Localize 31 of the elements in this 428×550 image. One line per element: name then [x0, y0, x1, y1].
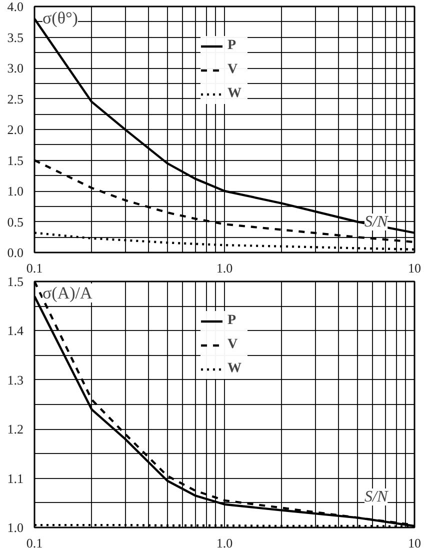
legend-label: W — [228, 86, 242, 102]
x-tick-label: 0.1 — [26, 260, 43, 276]
y-axis-title: σ(θ°) — [42, 8, 78, 28]
y-tick-label: 1.1 — [7, 470, 24, 486]
x-axis-title: S/N — [364, 214, 389, 230]
legend-label: V — [228, 337, 239, 353]
y-tick-label: 1.0 — [7, 184, 24, 198]
y-tick-label: 1.0 — [7, 520, 24, 535]
x-tick-label: 1.0 — [216, 536, 233, 550]
x-tick-label: 1.0 — [216, 260, 233, 276]
x-axis-title: S/N — [364, 488, 389, 506]
legend-label: P — [228, 38, 238, 54]
y-axis-title: σ(A)/A — [42, 284, 93, 302]
legend-label: V — [228, 62, 239, 78]
y-tick-label: 2.5 — [7, 91, 24, 106]
x-tick-label: 10 — [408, 260, 421, 276]
y-tick-label: 1.5 — [7, 274, 24, 289]
y-tick-label: 4.0 — [7, 0, 24, 14]
y-tick-label: 0.0 — [7, 245, 24, 260]
y-tick-label: 1.4 — [7, 323, 24, 338]
legend-label: W — [228, 361, 242, 377]
y-tick-label: 3.5 — [7, 30, 24, 45]
y-tick-label: 1.3 — [7, 372, 24, 388]
y-tick-label: 1.5 — [7, 152, 24, 168]
y-tick-label: 1.2 — [7, 422, 24, 437]
x-tick-label: 0.1 — [26, 536, 43, 550]
y-tick-label: 3.0 — [7, 60, 24, 76]
legend-label: P — [228, 313, 238, 329]
y-tick-label: 2.0 — [7, 122, 24, 137]
y-tick-label: 0.5 — [7, 214, 24, 230]
x-tick-label: 10 — [408, 536, 421, 550]
